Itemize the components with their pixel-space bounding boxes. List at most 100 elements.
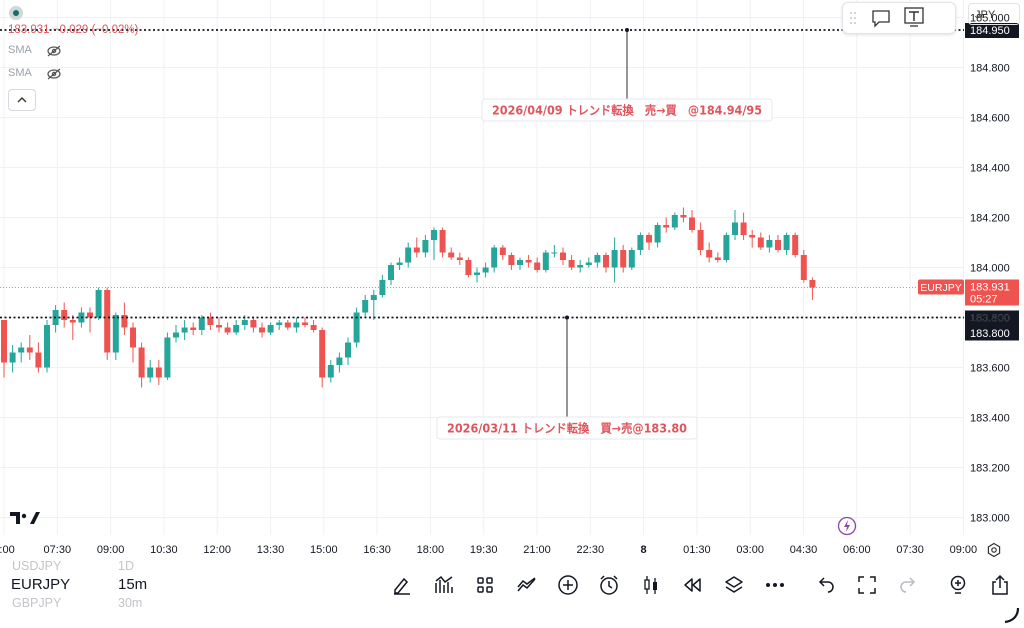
candle-body [35, 352, 42, 368]
settings-icon[interactable] [986, 542, 1002, 558]
candle-body [138, 347, 145, 378]
idea-icon[interactable] [947, 574, 969, 596]
chart-grid [0, 0, 964, 535]
interval-option[interactable]: 1D [118, 559, 134, 573]
countdown-label: 05:27 [970, 294, 998, 306]
candle-type-icon[interactable] [640, 574, 662, 596]
candle-body [723, 235, 730, 260]
candle-body [551, 252, 558, 254]
symbol-status-dot[interactable] [9, 6, 23, 20]
more-icon[interactable] [764, 574, 786, 596]
candle-body [714, 257, 721, 260]
x-tick-label: 21:00 [523, 544, 551, 556]
y-tick-label: 183.200 [970, 463, 1010, 475]
eye-hidden-icon[interactable] [46, 45, 62, 57]
replay-icon[interactable] [681, 574, 703, 596]
candle-body [44, 325, 50, 368]
currency-selector[interactable]: JPY [968, 3, 1020, 25]
drawing-tools-panel [842, 2, 956, 34]
candle-body [336, 357, 343, 365]
resize-handle-icon[interactable] [1002, 606, 1020, 624]
x-tick-label: 01:30 [683, 544, 711, 556]
interval-option[interactable]: 30m [118, 596, 143, 610]
price-line-label-bg [965, 325, 1019, 341]
x-tick-label: 09:00 [97, 544, 125, 556]
x-tick-label: 13:30 [257, 544, 285, 556]
alarm-icon[interactable] [598, 574, 620, 596]
candle-body [327, 365, 334, 378]
candle-body [259, 327, 265, 333]
candle-body [646, 235, 652, 243]
redo-icon[interactable] [898, 574, 920, 596]
candle-body [491, 247, 498, 268]
candle-body [792, 235, 799, 255]
candle-body [310, 325, 317, 330]
candle-body [164, 337, 171, 378]
time-axis: 6:00 07:30 09:00 10:30 12:00 13:30 15:00 16:30 1… [0, 544, 977, 556]
candle-body [671, 215, 678, 228]
y-tick-label: 183.800 [970, 313, 1010, 325]
candle-body [370, 295, 377, 300]
eye-hidden-icon[interactable] [46, 68, 62, 80]
candle-body [413, 247, 420, 253]
price-axis: 185.000 184.800 184.600 184.400 184.200 184.0… [970, 13, 1010, 525]
candle-body [775, 240, 781, 250]
candle-body [534, 262, 541, 270]
annotation-callout: 2026/03/11 トレンド転換 買→売@183.80 [436, 416, 698, 440]
x-tick-label: 15:00 [310, 544, 338, 556]
pen-icon[interactable] [391, 574, 413, 596]
symbol-option[interactable]: GBPJPY [12, 596, 62, 610]
bottom-toolbar: USDJPY 1D EURJPY 15m GBPJPY 30m [0, 559, 1024, 628]
compare-icon[interactable] [516, 574, 538, 596]
candle-body [112, 315, 119, 353]
candle-body [95, 290, 102, 318]
comment-icon[interactable] [871, 8, 891, 28]
candle-body [628, 250, 635, 268]
annotation-callout: 2026/04/09 トレンド転換 売→買 @184.94/95 [481, 98, 773, 122]
annotation-box [436, 416, 698, 440]
candle-body [740, 222, 747, 235]
indicator-sma-2[interactable]: SMA [8, 67, 32, 79]
interval-picker[interactable]: 15m [118, 576, 148, 593]
candle-body [585, 262, 592, 265]
x-tick-label: 19:30 [470, 544, 498, 556]
layers-icon[interactable] [723, 574, 745, 596]
share-icon[interactable] [989, 574, 1011, 596]
price-change-pct: (−0.02%) [91, 24, 139, 36]
y-tick-label: 183.400 [970, 413, 1010, 425]
symbol-label: EURJPY [920, 282, 961, 294]
drag-handle-icon[interactable] [849, 11, 857, 25]
candle-body [173, 332, 179, 338]
candle-body [190, 327, 197, 330]
fullscreen-icon[interactable] [856, 574, 878, 596]
quote-header: 183.931 −0.029 (−0.02%) [8, 24, 138, 36]
candle-body [319, 330, 326, 378]
candle-body [689, 217, 695, 230]
symbol-picker[interactable]: EURJPY [11, 576, 71, 593]
x-tick-label: 07:30 [44, 544, 72, 556]
collapse-legend-button[interactable] [8, 89, 36, 111]
price-change: −0.029 [52, 24, 89, 36]
candle-body [147, 367, 154, 378]
y-tick-label: 184.800 [970, 63, 1010, 75]
lightning-icon[interactable] [837, 516, 857, 536]
add-icon[interactable] [557, 574, 579, 596]
candle-body [474, 272, 480, 275]
candle-body [577, 265, 584, 268]
candle-body [233, 325, 240, 333]
candle-body [121, 315, 128, 328]
layouts-icon[interactable] [474, 574, 496, 596]
candle-body [241, 320, 248, 325]
y-tick-label: 184.600 [970, 113, 1010, 125]
price-line-label: 184.950 [970, 25, 1010, 37]
candle-body [749, 235, 756, 238]
candle-body [732, 222, 738, 235]
indicator-sma-1[interactable]: SMA [8, 44, 32, 56]
indicators-icon[interactable] [433, 574, 455, 596]
text-tool-icon[interactable] [903, 6, 925, 28]
candle-body [431, 230, 437, 240]
symbol-option[interactable]: USDJPY [12, 559, 62, 573]
undo-icon[interactable] [814, 574, 836, 596]
candle-body [155, 367, 162, 378]
